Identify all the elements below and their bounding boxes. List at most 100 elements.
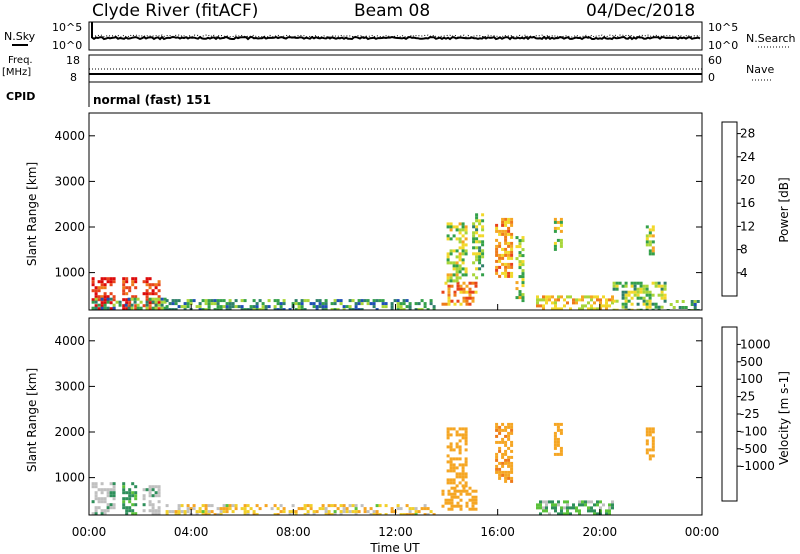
data-cell [510, 467, 514, 471]
data-cell [106, 280, 110, 284]
data-cell [148, 283, 152, 287]
data-cell [125, 280, 129, 284]
data-cell [449, 445, 453, 449]
data-cell [186, 504, 190, 508]
data-cell [452, 481, 456, 485]
data-cell [131, 283, 135, 287]
data-cell [134, 307, 138, 310]
data-cell [557, 503, 560, 507]
data-cell [453, 302, 457, 306]
data-cell [369, 507, 373, 511]
data-cell [458, 252, 462, 256]
data-cell [645, 293, 649, 297]
data-cell [475, 228, 479, 232]
data-cell [475, 213, 479, 217]
data-cell [177, 305, 181, 309]
data-cell [324, 299, 328, 303]
data-cell [174, 510, 178, 514]
x-tick-label: 20:00 [583, 525, 618, 539]
data-cell [103, 512, 107, 515]
data-cell [630, 296, 634, 300]
data-cell [452, 273, 456, 277]
colorbar-tick-label: 28 [740, 127, 755, 141]
data-cell [545, 509, 548, 513]
x-tick-label: 08:00 [276, 525, 311, 539]
data-cell [225, 308, 229, 310]
data-cell [122, 289, 126, 293]
data-cell [472, 261, 476, 265]
data-cell [396, 507, 400, 511]
data-cell [339, 510, 343, 514]
data-cell [475, 255, 479, 259]
data-cell [459, 284, 463, 288]
data-cell [461, 234, 465, 238]
data-cell [414, 302, 418, 306]
data-cell [648, 305, 652, 309]
data-cell [627, 299, 631, 303]
data-cell [615, 299, 619, 303]
data-cell [621, 305, 625, 309]
data-cell [151, 506, 155, 510]
data-cell [131, 503, 135, 507]
data-cell [447, 492, 451, 496]
data-cell [261, 308, 265, 310]
data-cell [390, 308, 394, 310]
data-cell [553, 452, 557, 456]
nave-tick-bottom: 0 [708, 71, 715, 84]
data-cell [136, 297, 140, 301]
data-cell [201, 504, 205, 508]
data-cell [97, 298, 101, 302]
data-cell [642, 284, 646, 288]
data-cell [504, 434, 508, 438]
data-cell [518, 245, 522, 249]
data-cell [569, 307, 572, 310]
data-cell [142, 280, 146, 284]
colorbar-tick-label: 500 [740, 355, 763, 369]
data-cell [450, 284, 454, 288]
data-cell [309, 302, 313, 306]
data-cell [192, 299, 196, 303]
data-cell [122, 491, 126, 495]
data-cell [504, 443, 508, 447]
data-cell [599, 307, 602, 310]
data-cell [228, 299, 232, 303]
data-cell [690, 303, 694, 306]
data-cell [112, 298, 116, 302]
data-cell [456, 495, 460, 499]
data-cell [458, 222, 462, 226]
data-cell [612, 299, 616, 303]
colorbar-tick-label: 20 [740, 173, 755, 187]
data-cell [270, 507, 274, 511]
data-cell [300, 299, 304, 303]
data-cell [318, 302, 322, 306]
data-cell [288, 510, 292, 514]
data-cell [504, 425, 508, 429]
data-cell [402, 308, 406, 310]
data-cell [231, 302, 235, 306]
data-cell [611, 506, 614, 510]
data-cell [189, 299, 193, 303]
data-cell [282, 510, 286, 514]
data-cell [584, 304, 587, 308]
data-cell [225, 305, 229, 309]
data-cell [498, 449, 502, 453]
data-cell [390, 305, 394, 309]
date-title: 04/Dec/2018 [586, 1, 695, 21]
data-cell [481, 219, 485, 223]
y-tick-label: 3000 [54, 174, 85, 188]
data-cell [420, 308, 424, 310]
data-cell [204, 504, 208, 508]
data-cell [354, 507, 358, 511]
data-cell [449, 225, 453, 229]
data-cell [222, 504, 226, 508]
data-cell [133, 300, 137, 304]
data-cell [501, 271, 505, 275]
data-cell [375, 308, 379, 310]
data-cell [180, 305, 184, 309]
data-cell [231, 510, 235, 514]
data-cell [560, 512, 563, 515]
data-cell [210, 302, 214, 306]
data-cell [225, 504, 229, 508]
data-cell [357, 510, 361, 514]
data-cell [621, 293, 625, 297]
